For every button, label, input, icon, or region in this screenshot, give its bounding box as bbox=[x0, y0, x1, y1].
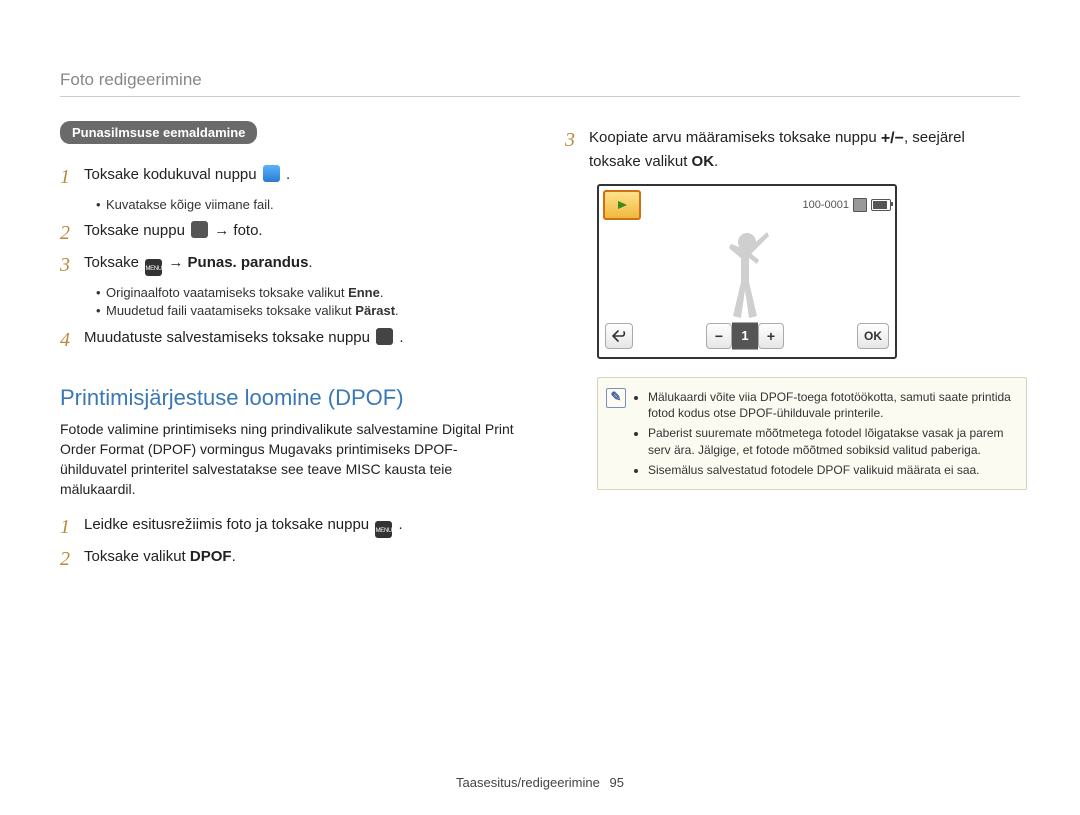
step-text: . bbox=[399, 329, 403, 346]
ok-button[interactable]: OK bbox=[857, 323, 889, 349]
note-box: ✎ Mälukaardi võite viia DPOF-toega fotot… bbox=[597, 377, 1027, 491]
step-num: 3 bbox=[565, 127, 589, 153]
note-icon: ✎ bbox=[606, 388, 626, 408]
edit-icon bbox=[191, 221, 208, 238]
step-bold: DPOF bbox=[190, 548, 232, 565]
camera-screen-mock: 100-0001 bbox=[597, 184, 897, 359]
step-text: . bbox=[232, 548, 236, 565]
ok-label: OK bbox=[692, 153, 715, 170]
sub-text: Originaalfoto vaatamiseks toksake valiku… bbox=[106, 285, 348, 300]
home-icon bbox=[263, 165, 280, 182]
minus-button[interactable]: − bbox=[706, 323, 732, 349]
step-num: 1 bbox=[60, 514, 84, 540]
breadcrumb: Foto redigeerimine bbox=[60, 70, 1020, 97]
sub-text: . bbox=[395, 303, 399, 318]
left-column: Punasilmsuse eemaldamine 1 Toksake koduk… bbox=[60, 121, 515, 578]
step-text: Toksake kodukuval nuppu bbox=[84, 166, 261, 183]
step-text: Koopiate arvu määramiseks toksake nuppu bbox=[589, 129, 881, 146]
page-footer: Taasesitus/redigeerimine 95 bbox=[0, 775, 1080, 790]
sub-line: Originaalfoto vaatamiseks toksake valiku… bbox=[96, 284, 515, 302]
step-text: Muudatuste salvestamiseks toksake nuppu bbox=[84, 329, 374, 346]
menu-icon bbox=[375, 521, 392, 538]
step-text: Toksake nuppu bbox=[84, 222, 189, 239]
section-pill: Punasilmsuse eemaldamine bbox=[60, 121, 257, 144]
step-num: 1 bbox=[60, 164, 84, 190]
sdcard-icon bbox=[853, 198, 867, 212]
step-num: 2 bbox=[60, 220, 84, 246]
person-silhouette bbox=[697, 224, 797, 324]
step-1: 1 Toksake kodukuval nuppu . bbox=[60, 164, 515, 190]
step-text: . bbox=[399, 516, 403, 533]
step-text: → foto. bbox=[214, 222, 262, 239]
sub-bold: Enne bbox=[348, 285, 380, 300]
note-item: Mälukaardi võite viia DPOF-toega fototöö… bbox=[648, 389, 1016, 423]
back-button[interactable] bbox=[605, 323, 633, 349]
right-column: 3 Koopiate arvu määramiseks toksake nupp… bbox=[565, 121, 1020, 578]
footer-section: Taasesitus/redigeerimine bbox=[456, 775, 600, 790]
step-num: 2 bbox=[60, 546, 84, 572]
sub-text: . bbox=[380, 285, 384, 300]
sub-bold: Pärast bbox=[355, 303, 395, 318]
section-body: Fotode valimine printimiseks ning prindi… bbox=[60, 419, 515, 500]
dpof-step-3: 3 Koopiate arvu määramiseks toksake nupp… bbox=[565, 127, 1020, 174]
step-4: 4 Muudatuste salvestamiseks toksake nupp… bbox=[60, 327, 515, 353]
step-text: . bbox=[308, 254, 312, 271]
step-text: Toksake valikut bbox=[84, 548, 190, 565]
sub-text: Muudetud faili vaatamiseks toksake valik… bbox=[106, 303, 355, 318]
page-number: 95 bbox=[609, 775, 623, 790]
sub-line: Muudetud faili vaatamiseks toksake valik… bbox=[96, 302, 515, 320]
thumbnail-icon bbox=[603, 190, 641, 220]
step-text: Toksake bbox=[84, 254, 143, 271]
file-counter: 100-0001 bbox=[803, 199, 850, 211]
battery-icon bbox=[871, 199, 891, 211]
plus-button[interactable]: + bbox=[758, 323, 784, 349]
step-bold: → Punas. parandus bbox=[168, 254, 308, 271]
copies-value: 1 bbox=[732, 322, 758, 350]
copies-stepper: − 1 + bbox=[706, 322, 784, 350]
section-title: Printimisjärjestuse loomine (DPOF) bbox=[60, 385, 515, 411]
note-item: Sisemälus salvestatud fotodele DPOF vali… bbox=[648, 462, 1016, 479]
dpof-step-1: 1 Leidke esitusrežiimis foto ja toksake … bbox=[60, 514, 515, 540]
sub-line: Kuvatakse kõige viimane fail. bbox=[96, 196, 515, 214]
step-num: 4 bbox=[60, 327, 84, 353]
dpof-step-2: 2 Toksake valikut DPOF. bbox=[60, 546, 515, 572]
step-3: 3 Toksake → Punas. parandus. bbox=[60, 252, 515, 278]
save-icon bbox=[376, 328, 393, 345]
step-text: . bbox=[286, 166, 290, 183]
step-text: Leidke esitusrežiimis foto ja toksake nu… bbox=[84, 516, 373, 533]
plusminus-icon: +/− bbox=[881, 127, 904, 151]
menu-icon bbox=[145, 259, 162, 276]
step-2: 2 Toksake nuppu → foto. bbox=[60, 220, 515, 246]
step-text: . bbox=[714, 153, 718, 170]
step-num: 3 bbox=[60, 252, 84, 278]
step-3-sub: Originaalfoto vaatamiseks toksake valiku… bbox=[96, 284, 515, 320]
step-1-sub: Kuvatakse kõige viimane fail. bbox=[96, 196, 515, 214]
note-item: Paberist suuremate mõõtmetega fotodel lõ… bbox=[648, 425, 1016, 459]
